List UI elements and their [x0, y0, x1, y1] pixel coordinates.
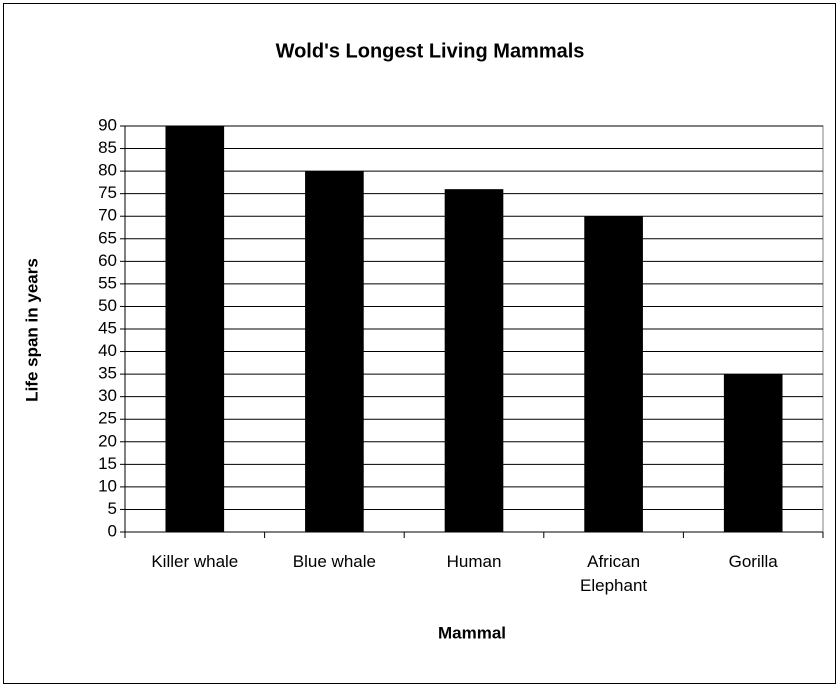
- y-tick-label: 35: [98, 364, 117, 383]
- y-tick-label: 15: [98, 454, 117, 473]
- y-tick-label: 20: [98, 431, 117, 450]
- bar: [723, 374, 783, 532]
- y-tick-label: 85: [98, 138, 117, 157]
- x-axis-title: Mammal: [438, 623, 506, 642]
- x-tick-label: Gorilla: [728, 552, 778, 571]
- y-tick-label: 80: [98, 161, 117, 180]
- y-tick-label: 75: [98, 183, 117, 202]
- x-tick-label: Blue whale: [292, 552, 376, 571]
- bar: [584, 216, 643, 532]
- y-tick-label: 0: [108, 521, 117, 540]
- y-tick-label: 65: [98, 228, 117, 247]
- x-tick-label: African Elephant: [580, 552, 648, 595]
- y-tick-label: 60: [98, 251, 117, 270]
- y-tick-label: 40: [98, 341, 117, 360]
- y-tick-label: 90: [98, 115, 117, 134]
- x-tick-label: Killer whale: [151, 552, 239, 571]
- y-tick-label: 50: [98, 296, 117, 315]
- bar: [305, 171, 364, 532]
- y-tick-label: 70: [98, 206, 117, 225]
- y-tick-label: 30: [98, 386, 117, 405]
- y-tick-label: 45: [98, 318, 117, 337]
- y-axis-title: Life span in years: [22, 258, 41, 402]
- y-tick-label: 10: [98, 476, 117, 495]
- y-tick-label: 25: [98, 409, 117, 428]
- x-tick-label: Human: [446, 552, 502, 571]
- y-tick-label: 55: [98, 273, 117, 292]
- chart-title: Wold's Longest Living Mammals: [276, 40, 585, 62]
- y-tick-label: 5: [108, 499, 117, 518]
- bar: [444, 189, 504, 532]
- bar: [165, 126, 225, 532]
